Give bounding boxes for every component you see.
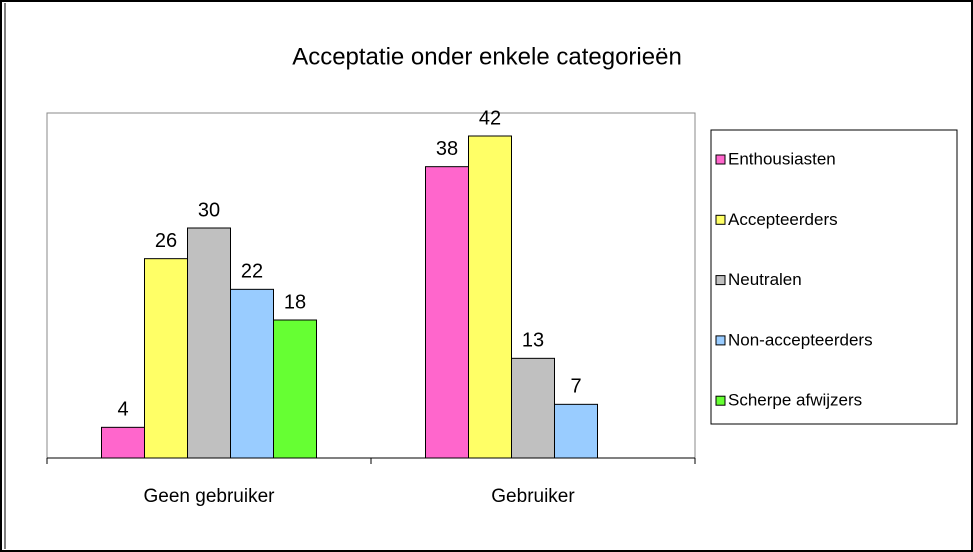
- legend-swatch: [715, 335, 726, 346]
- legend-label: Scherpe afwijzers: [728, 391, 862, 410]
- data-label: 38: [436, 138, 458, 160]
- bar: [230, 288, 274, 459]
- data-label: 30: [198, 199, 220, 221]
- x-tick-label: Gebruiker: [491, 486, 575, 507]
- legend-label: Accepteerders: [728, 210, 838, 229]
- legend-label: Non-accepteerders: [728, 330, 873, 349]
- plot-area: [46, 112, 696, 458]
- bar: [144, 258, 188, 459]
- legend-swatch: [715, 395, 726, 406]
- legend-box: [710, 129, 958, 425]
- legend-swatch: [715, 275, 726, 286]
- data-label: 26: [155, 230, 177, 252]
- bar: [468, 135, 512, 459]
- data-label: 13: [522, 330, 544, 352]
- bar: [101, 426, 145, 459]
- data-label: 18: [284, 291, 306, 313]
- data-label: 22: [241, 261, 263, 283]
- bar: [187, 227, 231, 459]
- legend-swatch: [715, 214, 726, 225]
- chart-title: Acceptatie onder enkele categorieën: [292, 43, 682, 70]
- data-label: 42: [479, 107, 501, 129]
- x-tick-label: Geen gebruiker: [144, 486, 276, 507]
- bar: [425, 166, 469, 459]
- legend-label: Enthousiasten: [728, 149, 836, 168]
- bar: [273, 319, 317, 459]
- data-label: 7: [570, 376, 581, 398]
- legend-label: Neutralen: [728, 270, 802, 289]
- bar: [554, 403, 598, 459]
- legend-swatch: [715, 154, 726, 165]
- bar: [511, 357, 555, 459]
- data-label: 4: [117, 399, 128, 421]
